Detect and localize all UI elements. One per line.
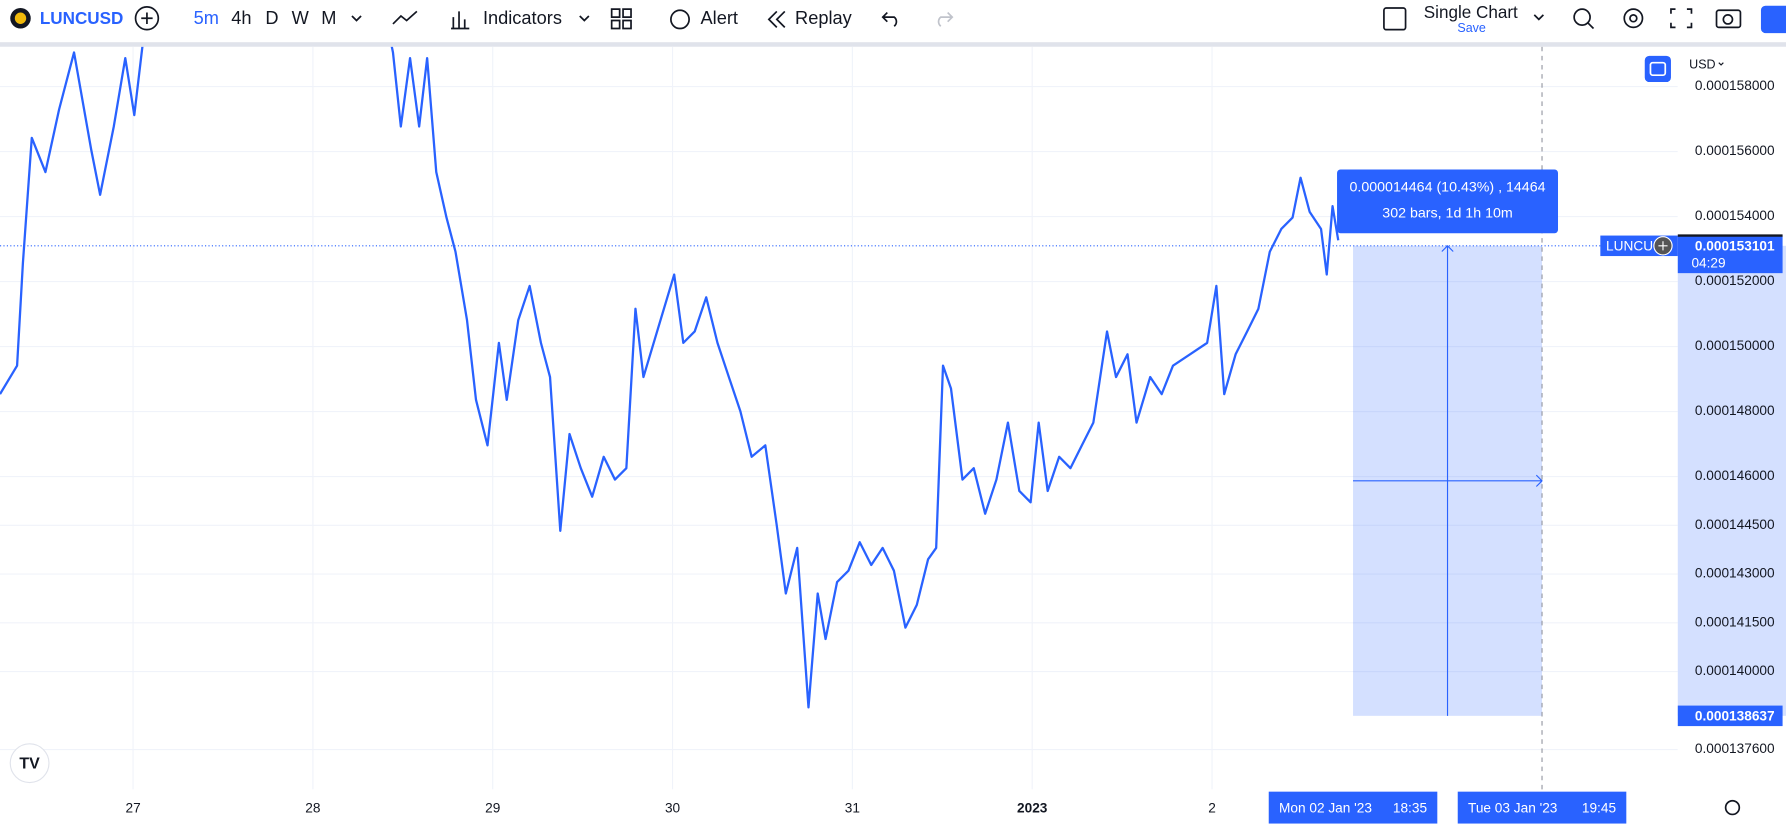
overlay: 0.000014464 (10.43%) , 14464 302 bars, 1d… <box>0 46 1786 824</box>
time-range-time: 19:45 <box>1582 800 1617 815</box>
y-tick-label: 0.000150000 <box>1695 338 1775 353</box>
interval-button[interactable]: 4h <box>231 8 251 28</box>
screenshot-button[interactable] <box>1715 9 1742 29</box>
auto-scale-icon <box>1649 61 1667 77</box>
low-price-bg <box>1677 705 1783 727</box>
measure-tooltip <box>1337 169 1559 234</box>
indicators-dropdown[interactable] <box>579 15 590 22</box>
y-tick-label: 0.000137600 <box>1695 741 1775 756</box>
indicators-icon[interactable] <box>451 11 470 30</box>
add-alert-plus <box>1658 241 1668 251</box>
save-button[interactable]: Save <box>1457 21 1486 35</box>
plot-area <box>0 46 1678 790</box>
search-button[interactable] <box>1573 8 1591 26</box>
x-tick-label: 30 <box>665 800 681 815</box>
search-handle <box>1587 22 1595 30</box>
interval-dropdown[interactable] <box>351 15 362 22</box>
axis-settings[interactable] <box>1724 799 1741 816</box>
alert-icon[interactable] <box>670 9 690 30</box>
redo-button[interactable] <box>937 11 954 27</box>
y-tick-label: 0.000152000 <box>1695 273 1775 288</box>
price-line <box>0 46 1340 709</box>
x-tick-label: 31 <box>845 800 860 815</box>
settings-button[interactable] <box>1623 8 1644 29</box>
toolbar-border <box>0 42 1786 47</box>
currency-dropdown[interactable] <box>1718 62 1724 66</box>
time-range-date: Mon 02 Jan '23 <box>1279 800 1372 815</box>
y-tick-label: 0.000146000 <box>1695 468 1775 483</box>
plus-icon <box>141 12 153 24</box>
x-tick-label: 29 <box>485 800 500 815</box>
interval-button[interactable]: W <box>292 8 310 28</box>
y-tick-label: 0.000143000 <box>1695 566 1775 581</box>
undo-button[interactable] <box>881 11 898 27</box>
symbol-label: LUNCU <box>1606 239 1653 254</box>
x-tick-label: 28 <box>305 800 320 815</box>
interval-button[interactable]: M <box>321 8 336 28</box>
y-tick-label: 0.000154000 <box>1695 208 1775 223</box>
time-range-bg <box>1457 791 1627 824</box>
replay-icon[interactable] <box>767 10 786 28</box>
y-tick-label: 0.000141500 <box>1695 614 1775 629</box>
interval-button[interactable]: D <box>265 8 278 28</box>
chart-type-button[interactable] <box>392 10 418 25</box>
low-price-label: 0.000138637 <box>1695 709 1775 724</box>
last-price-label: 0.000153101 <box>1695 239 1775 254</box>
compare-button[interactable] <box>134 6 160 31</box>
y-tick-label: 0.000148000 <box>1695 403 1775 418</box>
layout-button[interactable]: Single Chart <box>1424 3 1518 22</box>
tv-logo: TV <box>19 756 40 773</box>
alert-button[interactable]: Alert <box>701 8 738 28</box>
indicators-button[interactable]: Indicators <box>483 8 562 28</box>
camera-lens <box>1722 13 1734 25</box>
time-range-date: Tue 03 Jan '23 <box>1468 800 1557 815</box>
currency-label[interactable]: USD <box>1689 57 1715 71</box>
fullscreen-button[interactable] <box>1670 8 1693 29</box>
symbol-logo-inner <box>14 12 27 24</box>
settings-inner <box>1629 13 1638 23</box>
measure-arrow <box>1353 474 1543 487</box>
layout-icon[interactable] <box>1383 7 1407 31</box>
time-range-time: 18:35 <box>1393 800 1428 815</box>
publish-button[interactable] <box>1760 5 1786 34</box>
y-tick-label: 0.000158000 <box>1695 78 1775 93</box>
last-price-bg <box>1677 235 1783 274</box>
toolbar <box>0 1 1786 43</box>
y-tick-label: 0.000156000 <box>1695 143 1775 158</box>
x-tick-label: 2 <box>1208 800 1216 815</box>
replay-button[interactable]: Replay <box>795 8 853 28</box>
measure-bars: 302 bars, 1d 1h 10m <box>1382 206 1512 222</box>
time-range-bg <box>1268 791 1438 824</box>
y-tick-label: 0.000140000 <box>1695 663 1775 678</box>
auto-scale-button[interactable] <box>1644 55 1671 83</box>
x-tick-label: 2023 <box>1017 800 1048 815</box>
axis-range-highlight <box>1677 245 1786 716</box>
tv-logo-bg[interactable] <box>9 743 50 784</box>
interval-button[interactable]: 5m <box>194 8 219 28</box>
symbol-name[interactable]: LUNCUSD <box>40 9 124 28</box>
layouts-button[interactable] <box>610 8 632 30</box>
y-tick-label: 0.000144500 <box>1695 517 1775 532</box>
x-tick-label: 27 <box>125 800 140 815</box>
countdown-label: 04:29 <box>1691 256 1725 271</box>
measure-value: 0.000014464 (10.43%) , 14464 <box>1349 179 1545 195</box>
layout-dropdown[interactable] <box>1533 14 1544 21</box>
